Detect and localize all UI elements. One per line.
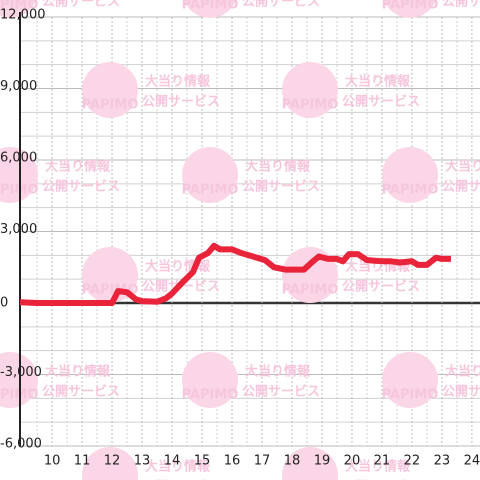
watermark-logo-text: PAPIMO [382,183,439,198]
watermark-text: 公開サービス [342,94,420,110]
x-tick-label: 22 [404,454,421,469]
watermark-logo-text: PAPIMO [282,283,339,298]
y-tick-label: 3,000 [0,222,37,237]
watermark-logo-text: PAPIMO [182,0,239,13]
x-tick-label: 21 [374,454,391,469]
watermark-text: 公開サービス [242,179,320,195]
watermark-logo [183,0,237,18]
y-tick-label: 9,000 [0,79,37,94]
x-tick-label: 24 [464,454,480,469]
x-tick-label: 12 [104,454,121,469]
y-tick-label: -6,000 [0,437,42,452]
watermark-text: 大当り情報 [45,364,111,380]
watermark-logo [0,147,38,203]
y-tick-label: -3,000 [0,365,42,380]
x-tick-label: 13 [134,454,151,469]
x-tick-label: 10 [44,454,61,469]
watermark-text: 公開サービス [42,384,120,400]
watermark-logo [282,447,338,480]
watermark-logo [382,147,438,203]
watermark-logo-text: PAPIMO [382,0,439,13]
watermark-text: 公開サービス [142,94,220,110]
x-tick-label: 19 [314,454,331,469]
watermark-logo-text: PAPIMO [382,388,439,403]
watermark-logo-text: PAPIMO [182,388,239,403]
watermark-logo [182,147,238,203]
watermark-text: 大当り情報 [145,74,211,90]
watermark-text: 公開サービス [342,279,420,295]
x-tick-label: 14 [164,454,181,469]
watermark-text: 公開サービス [442,384,480,400]
x-tick-label: 11 [74,454,91,469]
data-line [19,242,451,306]
watermark-text: 公開サービス [242,0,320,10]
x-tick-label: 23 [434,454,451,469]
plot: -6,000 -3,000 0 3,000 6,000 9,000 12,000 10 11 12… [0,8,480,469]
watermark-logo-text: PAPIMO [0,0,38,13]
watermark-logo [382,352,438,408]
watermark-text: 公開サービス [442,0,480,10]
watermark-text: 公開サービス [442,179,480,195]
watermark-text: 大当り情報 [445,159,480,175]
y-tick-label: 0 [0,296,8,311]
y-tick-label: 12,000 [0,8,46,23]
x-tick-label: 18 [284,454,301,469]
x-tick-label: 20 [344,454,361,469]
watermark-logo [0,352,38,408]
x-tick-label: 15 [194,454,211,469]
x-tick-label: 16 [224,454,241,469]
watermark-text: 公開サービス [342,479,420,480]
watermark-text: 公開サービス [242,384,320,400]
watermark-text: 大当り情報 [345,459,411,475]
watermark-text: 大当り情報 [245,364,311,380]
x-tick-label: 17 [254,454,271,469]
watermark-text: 大当り情報 [345,74,411,90]
y-tick-label: 6,000 [0,151,37,166]
watermark-logo [383,0,437,18]
watermark-logo [182,352,238,408]
watermark-text: 公開サービス [42,179,120,195]
watermark-text: 公開サービス [42,0,120,10]
watermark-logo [82,62,138,118]
watermark-text: 大当り情報 [145,259,211,275]
watermark-text: 大当り情報 [145,459,211,475]
watermark-logo-text: PAPIMO [82,98,139,113]
watermark-logo [0,0,37,18]
watermark-text: 大当り情報 [245,159,311,175]
watermark-logo [282,247,338,303]
watermark-logo [282,62,338,118]
watermark-logo-text: PAPIMO [182,183,239,198]
watermark-logo-text: PAPIMO [282,98,339,113]
watermark-text: 公開サービス [142,479,220,480]
watermark-text: 大当り情報 [445,364,480,380]
watermark-logo [82,447,138,480]
watermark-text: 大当り情報 [45,159,111,175]
